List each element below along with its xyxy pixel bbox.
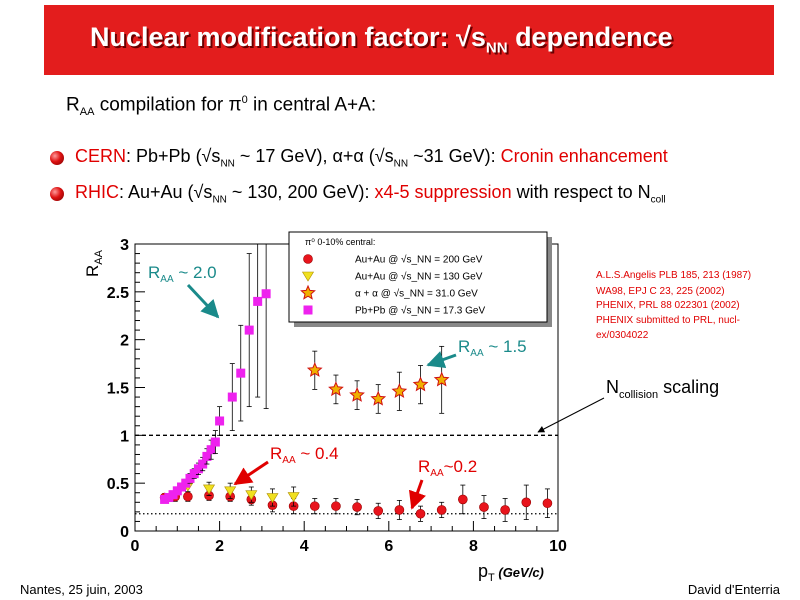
title-banner xyxy=(44,5,774,75)
data-point xyxy=(436,505,447,515)
y-tick-label: 0 xyxy=(120,524,129,541)
data-point xyxy=(185,473,195,483)
data-point xyxy=(183,491,193,502)
data-point xyxy=(458,494,468,505)
data-point xyxy=(412,376,429,392)
references: A.L.S.Angelis PLB 185, 213 (1987) WA98, … xyxy=(596,270,751,341)
reference-line: A.L.S.Angelis PLB 185, 213 (1987) xyxy=(596,270,751,281)
data-point xyxy=(189,469,199,479)
x-axis-label: pT (GeV/c) xyxy=(478,561,544,584)
data-point xyxy=(266,493,279,504)
data-point xyxy=(236,368,246,378)
data-point xyxy=(352,502,362,512)
data-point xyxy=(193,464,203,474)
data-point xyxy=(245,490,258,501)
arrow-raa-0-2 xyxy=(408,479,426,510)
data-point xyxy=(210,437,220,447)
data-point xyxy=(479,502,489,512)
data-point xyxy=(306,362,323,377)
ncoll-scaling-label: Ncollision scaling xyxy=(606,377,719,401)
footer-author: David d'Enterria xyxy=(687,582,780,597)
bullet-icon xyxy=(50,151,64,165)
series-3 xyxy=(160,243,271,504)
arrow-raa-1-5 xyxy=(426,351,457,369)
legend-marker xyxy=(300,284,316,300)
data-point xyxy=(181,478,191,488)
data-point xyxy=(328,381,344,397)
data-point xyxy=(433,371,450,387)
x-tick-label: 4 xyxy=(300,538,309,555)
y-tick-label: 3 xyxy=(120,237,129,254)
data-point xyxy=(198,459,208,469)
reference-line: ex/0304022 xyxy=(596,330,649,341)
data-point xyxy=(253,296,263,306)
data-point xyxy=(373,506,384,516)
y-tick-label: 1 xyxy=(120,428,129,445)
slide-title: Nuclear modification factor: √sNN depend… xyxy=(90,22,673,57)
x-tick-label: 8 xyxy=(469,538,478,555)
data-point xyxy=(309,501,320,511)
data-point xyxy=(227,392,237,402)
x-tick-label: 0 xyxy=(131,538,140,555)
data-point xyxy=(287,492,300,503)
annotation-raa-1-5: RAA ~ 1.5 xyxy=(458,337,527,359)
x-tick-label: 2 xyxy=(215,538,224,555)
bullet-icon xyxy=(50,187,64,201)
subtitle: RAA compilation for π0 in central A+A: xyxy=(66,94,377,119)
legend-label: α + α @ √s_NN = 31.0 GeV xyxy=(355,288,478,300)
reference-line: PHENIX submitted to PRL, nucl- xyxy=(596,315,740,326)
data-point xyxy=(349,386,365,402)
reference-line: PHENIX, PRL 88 022301 (2002) xyxy=(596,300,740,311)
data-point xyxy=(202,451,212,461)
series-2 xyxy=(306,345,450,414)
y-tick-label: 0.5 xyxy=(107,476,129,493)
legend-header: π⁰ 0-10% central: xyxy=(305,237,375,247)
legend-marker xyxy=(303,305,313,315)
annotation-raa-0-4: RAA ~ 0.4 xyxy=(270,444,339,466)
data-point xyxy=(206,445,216,455)
arrow-ncoll xyxy=(537,397,605,433)
reference-line: WA98, EPJ C 23, 225 (2002) xyxy=(596,286,725,297)
data-point xyxy=(224,486,237,497)
data-point xyxy=(261,289,271,299)
data-point xyxy=(521,497,532,508)
x-tick-label: 10 xyxy=(549,538,567,555)
legend-label: Pb+Pb @ √s_NN = 17.3 GeV xyxy=(355,305,485,317)
data-point xyxy=(244,325,254,335)
legend-marker xyxy=(301,271,315,282)
x-tick-label: 6 xyxy=(384,538,393,555)
data-point xyxy=(500,505,510,515)
y-axis-label: RAA xyxy=(83,249,105,277)
bullet-rhic: RHIC: Au+Au (√sNN ~ 130, 200 GeV): x4-5 … xyxy=(75,182,666,206)
data-point xyxy=(215,416,225,426)
legend-label: Au+Au @ √s_NN = 130 GeV xyxy=(355,271,483,283)
data-point xyxy=(370,390,387,406)
series-1 xyxy=(181,479,300,507)
data-point xyxy=(391,383,408,399)
arrow-raa-2 xyxy=(186,283,220,319)
bullet-cern: CERN: Pb+Pb (√sNN ~ 17 GeV), α+α (√sNN ~… xyxy=(75,146,668,170)
legend-marker xyxy=(303,254,313,264)
y-tick-label: 2.5 xyxy=(107,285,129,302)
data-point xyxy=(394,505,405,515)
legend: π⁰ 0-10% central: Au+Au @ √s_NN = 200 Ge… xyxy=(288,231,552,327)
arrow-raa-0-4 xyxy=(233,460,269,486)
annotation-raa-0-2: RAA~0.2 xyxy=(418,457,477,479)
annotation-raa-2: RAA ~ 2.0 xyxy=(148,263,217,285)
y-tick-label: 1.5 xyxy=(107,381,129,398)
data-point xyxy=(331,501,341,511)
data-point xyxy=(542,498,553,509)
footer-date: Nantes, 25 juin, 2003 xyxy=(20,582,143,597)
data-point xyxy=(202,484,216,495)
data-point xyxy=(415,508,426,519)
y-tick-label: 2 xyxy=(120,333,129,350)
legend-label: Au+Au @ √s_NN = 200 GeV xyxy=(355,254,483,266)
